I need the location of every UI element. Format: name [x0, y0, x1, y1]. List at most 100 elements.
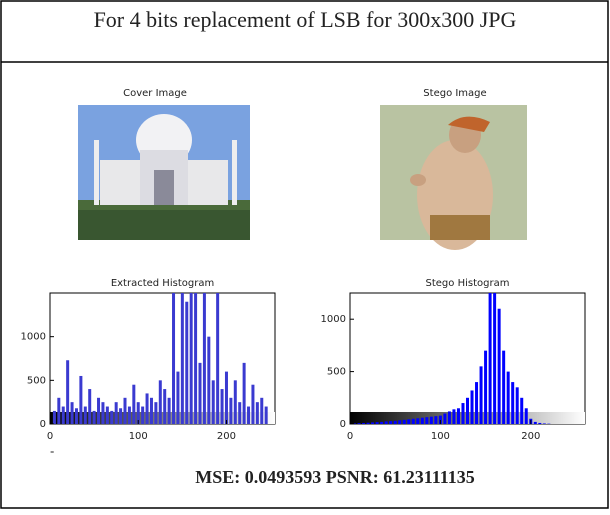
bar — [367, 423, 370, 424]
bar — [385, 421, 388, 424]
bar — [520, 398, 523, 424]
bar — [97, 398, 100, 424]
bar — [124, 398, 127, 424]
bar — [493, 293, 496, 424]
bar — [256, 402, 259, 424]
bar — [93, 411, 96, 424]
image-label: Cover Image — [123, 88, 187, 99]
bar — [119, 408, 122, 424]
bar — [430, 417, 433, 424]
chart-title: Stego Histogram — [426, 278, 510, 289]
bar — [190, 293, 193, 424]
bar — [484, 351, 487, 424]
bar — [150, 398, 153, 424]
bar — [448, 411, 451, 424]
bar — [159, 380, 162, 424]
x-tick-label: 200 — [521, 431, 540, 442]
x-tick-label: 0 — [347, 431, 353, 442]
bar — [79, 376, 82, 424]
bar — [243, 363, 246, 424]
bar — [181, 293, 184, 424]
header-title: For 4 bits replacement of LSB for 300x30… — [94, 7, 517, 32]
bar — [475, 382, 478, 424]
bar — [234, 380, 237, 424]
bar — [110, 411, 113, 424]
bar — [407, 419, 410, 424]
bar — [106, 407, 109, 424]
bar — [362, 423, 365, 424]
bar — [511, 382, 514, 424]
bar — [452, 409, 455, 424]
bar — [128, 407, 131, 424]
metrics: MSE: 0.0493593 PSNR: 61.23111135 — [195, 467, 475, 487]
bar — [371, 422, 374, 424]
figure: For 4 bits replacement of LSB for 300x30… — [0, 0, 610, 510]
bar — [534, 422, 537, 424]
x-tick-label: 100 — [431, 431, 450, 442]
x-tick-label: 0 — [47, 431, 53, 442]
bar — [216, 293, 219, 424]
bar — [265, 407, 268, 424]
bar — [75, 408, 78, 424]
bar — [194, 293, 197, 424]
bar — [457, 408, 460, 424]
bar — [525, 408, 528, 424]
bar — [176, 372, 179, 424]
bar — [199, 363, 202, 424]
bar — [425, 417, 428, 424]
bar — [358, 423, 361, 424]
bar — [412, 419, 415, 424]
bar — [516, 387, 519, 424]
bar — [168, 398, 171, 424]
bar — [66, 360, 69, 424]
bar — [507, 372, 510, 424]
bar — [212, 380, 215, 424]
bar — [84, 407, 87, 424]
bar — [132, 385, 135, 424]
y-tick-label: 1000 — [321, 314, 346, 325]
bar — [394, 421, 397, 424]
bar — [185, 302, 188, 424]
bar — [229, 398, 232, 424]
x-tick-label: 200 — [217, 431, 236, 442]
bar — [498, 309, 501, 424]
bar — [57, 398, 60, 424]
dash: - — [50, 445, 54, 459]
y-tick-label: 1000 — [21, 332, 46, 343]
bar — [416, 418, 419, 424]
bar — [88, 389, 91, 424]
bar — [62, 407, 65, 424]
bar — [471, 390, 474, 424]
plot-area — [50, 293, 275, 424]
bar — [543, 423, 546, 424]
image-label: Stego Image — [423, 88, 486, 99]
bar — [376, 422, 379, 424]
bar — [172, 293, 175, 424]
bar — [251, 385, 254, 424]
bar — [141, 407, 144, 424]
bar — [434, 416, 437, 424]
bar — [466, 398, 469, 424]
bar — [380, 422, 383, 424]
bar — [207, 337, 210, 424]
bar — [221, 389, 224, 424]
bar — [203, 293, 206, 424]
x-tick-label: 100 — [129, 431, 148, 442]
chart-title: Extracted Histogram — [111, 278, 214, 289]
bar — [489, 293, 492, 424]
bar — [502, 351, 505, 424]
bar — [461, 403, 464, 424]
frame — [1, 1, 608, 508]
bar — [115, 402, 118, 424]
bar — [225, 372, 228, 424]
y-tick-label: 500 — [327, 367, 346, 378]
bar — [398, 420, 401, 424]
bar — [163, 389, 166, 424]
y-tick-label: 0 — [340, 419, 346, 430]
bar — [538, 423, 541, 424]
bar — [101, 402, 104, 424]
y-tick-label: 500 — [27, 375, 46, 386]
colorbar — [50, 412, 275, 424]
bar — [260, 398, 263, 424]
bar — [71, 402, 74, 424]
